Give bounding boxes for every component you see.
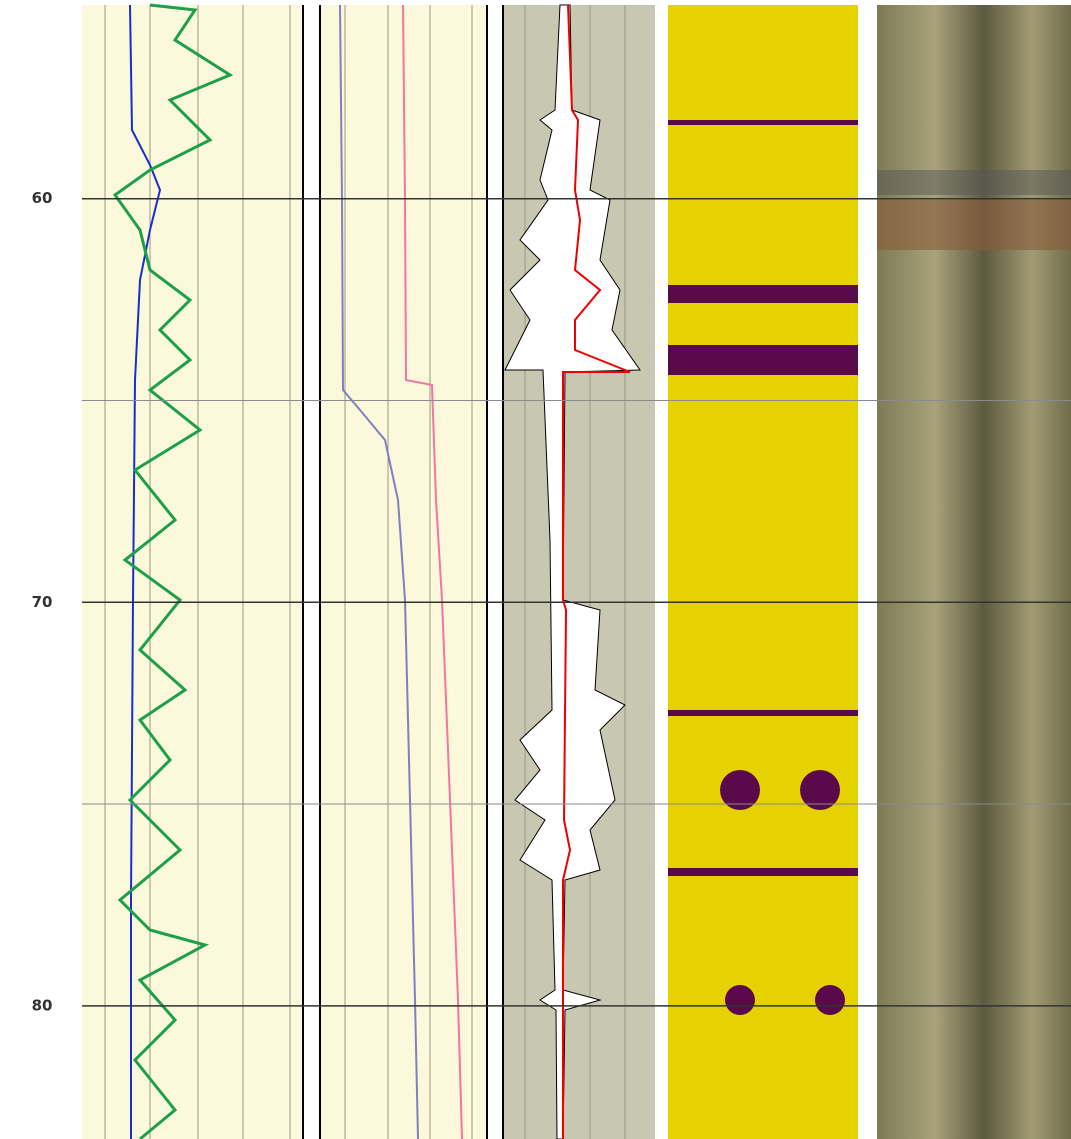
dark-band [668,345,858,375]
dark-spot [800,770,840,810]
vertical-grid [104,5,626,1139]
filled-curve [504,4,641,1139]
track-4 [668,5,858,1139]
dark-spot [815,985,845,1015]
y-tick-label: 80 [32,996,53,1014]
dark-spot [720,770,760,810]
green-curve [112,3,234,1139]
track-1 [82,5,303,1139]
y-tick-label: 70 [32,593,53,611]
purple-curve [339,4,419,1139]
dark-band [668,710,858,716]
y-tick-label: 60 [32,189,53,207]
pink-curve [402,4,463,1139]
dark-spot [725,985,755,1015]
red-curve [562,4,631,1139]
track-borders [302,5,504,1139]
image-features [668,120,858,1015]
rock-band [877,170,1071,195]
dark-band [668,120,858,125]
dark-band [668,285,858,303]
depth-grid: 60 70 80 [32,189,1071,1014]
dark-band [668,868,858,876]
rock-band [877,200,1071,250]
